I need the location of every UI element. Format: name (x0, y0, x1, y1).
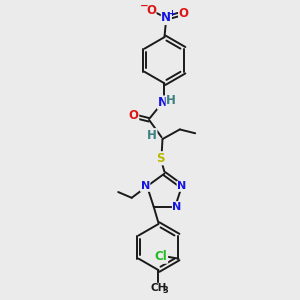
Text: N: N (158, 96, 167, 109)
Text: O: O (146, 4, 156, 17)
Text: +: + (168, 9, 175, 18)
Text: S: S (156, 152, 165, 165)
Text: CH: CH (150, 284, 167, 293)
Text: N: N (140, 181, 150, 191)
Text: N: N (177, 181, 186, 191)
Text: −: − (140, 0, 148, 11)
Text: H: H (147, 129, 157, 142)
Text: 3: 3 (162, 286, 168, 295)
Text: H: H (166, 94, 176, 107)
Text: O: O (178, 7, 189, 20)
Text: N: N (172, 202, 182, 212)
Text: N: N (161, 11, 171, 24)
Text: O: O (129, 110, 139, 122)
Text: Cl: Cl (155, 250, 167, 263)
